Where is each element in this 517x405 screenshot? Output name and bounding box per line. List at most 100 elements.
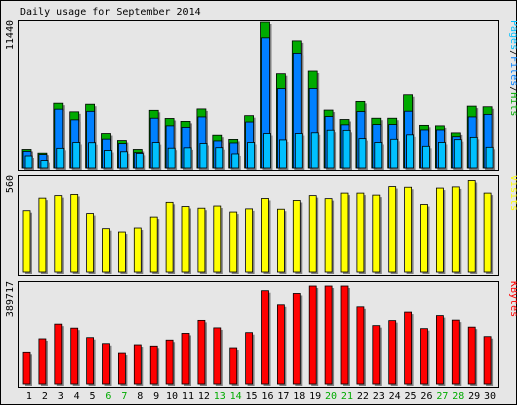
- kbytes-bar: [245, 332, 254, 385]
- chart-title: Daily usage for September 2014: [20, 7, 201, 18]
- visits-bar: [229, 211, 238, 273]
- kbytes-bar: [420, 328, 428, 385]
- x-tick-label: 15: [246, 391, 258, 402]
- kbytes-bar: [388, 320, 397, 385]
- visits-bar: [38, 197, 47, 273]
- x-tick-label: 19: [309, 391, 321, 402]
- x-tick-label: 28: [452, 391, 464, 402]
- pages-bar: [183, 147, 192, 169]
- kbytes-bar: [229, 347, 238, 385]
- visits-bar: [165, 201, 174, 273]
- visits-bar: [86, 213, 94, 273]
- visits-bar: [261, 198, 269, 273]
- visits-legend-part: Visits: [508, 175, 517, 211]
- hits-panel-frame: [18, 20, 499, 171]
- pages-bar: [72, 142, 81, 169]
- hits-legend-part: Files: [508, 56, 517, 86]
- pages-bar: [231, 153, 240, 169]
- pages-bar: [358, 138, 367, 169]
- kbytes-bar: [308, 285, 317, 385]
- kbytes-bar: [54, 323, 63, 385]
- pages-bar: [390, 138, 399, 169]
- x-tick-label: 11: [182, 391, 194, 402]
- hits-ymax-label: 11440: [5, 20, 16, 50]
- x-tick-label: 23: [373, 391, 385, 402]
- x-tick-label: 4: [74, 391, 80, 402]
- kbytes-bar: [197, 319, 206, 385]
- visits-bar: [181, 206, 190, 273]
- pages-bar: [406, 134, 415, 169]
- x-tick-label: 17: [277, 391, 289, 402]
- x-tick-label: 7: [121, 391, 127, 402]
- hits-legend-part: Pages: [508, 20, 517, 50]
- kbytes-bar: [276, 304, 285, 385]
- pages-bar: [88, 142, 96, 169]
- pages-bar: [342, 129, 351, 169]
- pages-bar: [310, 132, 319, 169]
- kbytes-bar: [292, 293, 301, 385]
- x-tick-label: 21: [341, 391, 353, 402]
- pages-bar: [374, 142, 383, 169]
- hits-legend-part: Hits: [508, 92, 517, 116]
- visits-bar: [372, 194, 381, 273]
- visits-panel: 560 Visits: [5, 175, 517, 276]
- visits-bar: [483, 192, 492, 273]
- x-tick-label: 29: [468, 391, 480, 402]
- kbytes-bar: [118, 352, 126, 385]
- visits-bar: [420, 204, 428, 273]
- visits-bar: [22, 210, 31, 273]
- visits-bar: [70, 194, 79, 273]
- visits-bar: [292, 200, 301, 273]
- visits-legend: Visits: [508, 175, 517, 211]
- kbytes-bar: [340, 285, 349, 385]
- kbytes-bar: [165, 339, 174, 385]
- pages-bar: [469, 136, 478, 169]
- pages-bar: [247, 142, 256, 169]
- pages-bar: [40, 160, 49, 169]
- kbytes-bar: [404, 311, 413, 385]
- pages-bar: [422, 145, 430, 169]
- x-tick-label: 16: [261, 391, 273, 402]
- pages-bar: [24, 155, 33, 169]
- pages-bar: [199, 143, 208, 169]
- x-tick-label: 2: [42, 391, 48, 402]
- pages-bar: [120, 151, 128, 169]
- visits-bar: [388, 186, 397, 273]
- visits-bar: [324, 198, 333, 273]
- pages-bar: [215, 147, 224, 169]
- visits-bar: [356, 192, 365, 273]
- visits-bar: [149, 216, 158, 273]
- kbytes-bar: [356, 306, 365, 385]
- x-tick-label: 9: [153, 391, 159, 402]
- kbytes-bar: [435, 315, 444, 385]
- visits-bar: [213, 205, 222, 273]
- pages-bar: [263, 133, 271, 169]
- kbytes-bar: [149, 345, 158, 385]
- hits-legend-part: /: [508, 50, 517, 56]
- pages-bar: [485, 146, 494, 169]
- x-tick-label: 8: [137, 391, 143, 402]
- x-tick-label: 5: [90, 391, 96, 402]
- pages-bar: [437, 142, 446, 169]
- kbytes-panel: 389717 KBytes: [5, 281, 517, 388]
- kbytes-panel-frame: [18, 281, 499, 388]
- visits-panel-frame: [18, 175, 499, 276]
- visits-ymax-label: 560: [5, 175, 16, 193]
- x-tick-label: 24: [389, 391, 401, 402]
- x-tick-label: 30: [484, 391, 496, 402]
- kbytes-bar: [372, 325, 381, 385]
- kbytes-bar: [38, 338, 47, 385]
- x-tick-label: 20: [325, 391, 337, 402]
- kbytes-bar: [86, 337, 94, 385]
- kbytes-legend-part: KBytes: [508, 281, 517, 317]
- kbytes-legend: KBytes: [508, 281, 517, 317]
- pages-bar: [278, 139, 287, 169]
- visits-bar: [245, 208, 254, 273]
- visits-bar: [118, 231, 126, 273]
- x-tick-label: 10: [166, 391, 178, 402]
- kbytes-bar: [70, 327, 79, 385]
- pages-bar: [326, 129, 335, 169]
- x-tick-label: 26: [420, 391, 432, 402]
